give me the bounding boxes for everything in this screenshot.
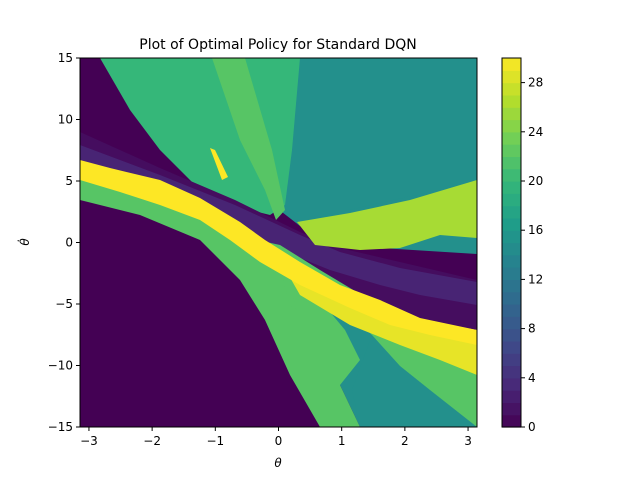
contour-plot-area xyxy=(80,58,477,427)
y-tick-label: −5 xyxy=(55,297,73,311)
x-tick-label: 2 xyxy=(401,434,409,448)
y-tick-label: −15 xyxy=(48,420,73,434)
colorbar-band xyxy=(502,390,521,403)
colorbar-band xyxy=(502,230,521,244)
x-axis-ticks: −3 −2 −1 0 1 2 3 xyxy=(80,427,472,448)
colorbar-band xyxy=(502,144,521,157)
colorbar-tick-label: 4 xyxy=(528,371,536,385)
x-tick-label: −2 xyxy=(143,434,161,448)
colorbar-band xyxy=(502,365,521,379)
colorbar-band xyxy=(502,242,521,256)
x-tick-label: 1 xyxy=(338,434,346,448)
colorbar-band xyxy=(502,267,521,280)
colorbar-band xyxy=(502,82,521,96)
y-tick-label: 5 xyxy=(65,174,73,188)
colorbar-band xyxy=(502,291,521,305)
x-axis-label: θ xyxy=(274,456,282,470)
colorbar-band xyxy=(502,131,521,145)
contour-region xyxy=(297,180,477,250)
x-tick-label: −3 xyxy=(80,434,98,448)
colorbar-band xyxy=(502,193,521,207)
chart-title: Plot of Optimal Policy for Standard DQN xyxy=(139,37,416,53)
y-tick-label: 10 xyxy=(58,113,73,127)
colorbar-tick-label: 0 xyxy=(528,420,536,434)
colorbar-tick-label: 24 xyxy=(528,125,543,139)
colorbar-band xyxy=(502,254,521,268)
colorbar-band xyxy=(502,340,521,354)
colorbar-tick-label: 28 xyxy=(528,76,543,90)
colorbar-band xyxy=(502,205,521,219)
colorbar-tick-label: 16 xyxy=(528,223,543,237)
contour-region xyxy=(80,160,477,345)
colorbar-tick-label: 8 xyxy=(528,322,536,336)
contour-region xyxy=(285,58,477,222)
y-tick-label: 15 xyxy=(58,51,73,65)
y-tick-label: 0 xyxy=(65,236,73,250)
contour-region xyxy=(80,175,360,427)
contour-region xyxy=(210,148,228,180)
x-tick-label: −1 xyxy=(206,434,224,448)
colorbar-band xyxy=(502,316,521,330)
colorbar-band xyxy=(502,70,521,84)
x-tick-label: 0 xyxy=(275,434,283,448)
colorbar-band xyxy=(502,353,521,367)
colorbar xyxy=(502,58,521,428)
colorbar-band xyxy=(502,58,521,71)
colorbar-band xyxy=(502,181,521,194)
colorbar-band xyxy=(502,377,521,391)
colorbar-ticks: 0 4 8 12 16 20 24 28 xyxy=(521,76,543,434)
colorbar-frame xyxy=(501,57,522,428)
y-axis-label: θ̇ xyxy=(17,238,32,246)
contour-region xyxy=(80,145,477,305)
colorbar-band xyxy=(502,168,521,182)
colorbar-band xyxy=(502,402,521,416)
contour-region xyxy=(235,235,477,427)
contour-region xyxy=(212,58,285,220)
contour-region xyxy=(283,280,297,310)
x-tick-label: 3 xyxy=(464,434,472,448)
colorbar-band xyxy=(502,107,521,121)
colorbar-band xyxy=(502,304,521,317)
colorbar-band xyxy=(502,156,521,170)
colorbar-tick-label: 12 xyxy=(528,272,543,286)
colorbar-tick-label: 20 xyxy=(528,174,543,188)
y-axis-ticks: −15 −10 −5 0 5 10 15 xyxy=(48,51,80,434)
colorbar-band xyxy=(502,94,521,108)
contour-region xyxy=(352,335,477,427)
y-tick-label: −10 xyxy=(48,359,73,373)
colorbar-band xyxy=(502,414,521,428)
colorbar-band xyxy=(502,328,521,342)
colorbar-band xyxy=(502,279,521,293)
colorbar-band xyxy=(502,217,521,231)
colorbar-band xyxy=(502,119,521,133)
